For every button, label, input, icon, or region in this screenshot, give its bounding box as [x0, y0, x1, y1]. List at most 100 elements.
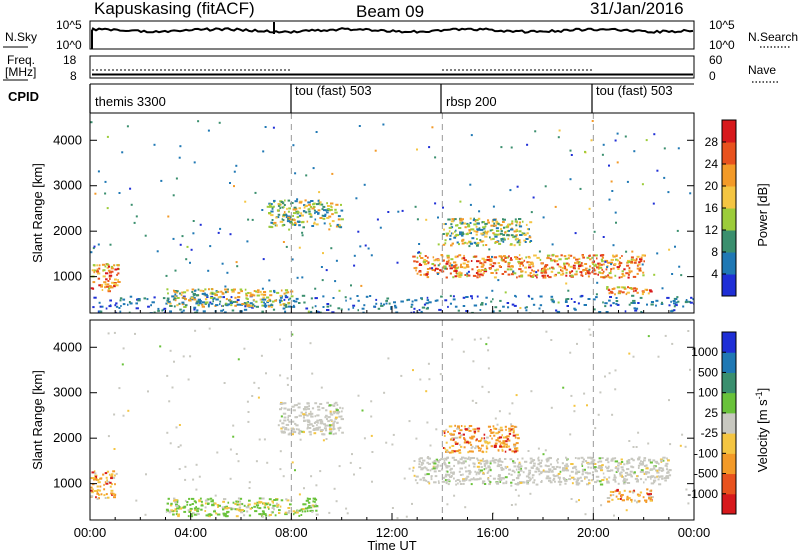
echo-cell: [320, 429, 324, 431]
echo-cell: [627, 261, 631, 263]
echo-cell: [244, 288, 247, 291]
colorbar-swatch: [722, 352, 736, 373]
echo-cell: [498, 464, 503, 467]
echo-cell: [591, 267, 594, 269]
echo-cell: [573, 478, 576, 481]
echo-cell: [182, 295, 186, 298]
echo-cell: [614, 490, 617, 493]
echo-cell: [513, 244, 516, 247]
echo-cell: [291, 461, 294, 464]
echo-cell: [621, 273, 624, 275]
echo-cell: [193, 294, 196, 297]
echo-cell: [114, 483, 116, 486]
echo-cell: [643, 465, 647, 467]
echo-cell: [188, 497, 191, 500]
echo-cell: [253, 305, 256, 308]
echo-cell: [630, 500, 633, 503]
echo-cell: [559, 480, 563, 483]
echo-cell: [481, 269, 484, 271]
echo-cell: [546, 475, 550, 478]
echo-cell: [527, 450, 530, 452]
echo-cell: [311, 407, 315, 410]
echo-cell: [98, 264, 101, 267]
echo-cell: [462, 433, 465, 436]
echo-cell: [340, 209, 344, 212]
echo-cell: [562, 267, 565, 270]
echo-cell: [612, 302, 615, 305]
echo-cell: [598, 271, 601, 274]
echo-cell: [114, 278, 117, 281]
echo-cell: [624, 471, 629, 474]
echo-cell: [182, 309, 185, 312]
echo-cell: [115, 302, 118, 305]
echo-cell: [455, 436, 459, 439]
echo-cell: [416, 256, 419, 259]
echo-cell: [306, 427, 309, 430]
echo-cell: [518, 243, 521, 246]
echo-cell: [282, 475, 285, 478]
echo-cell: [285, 303, 288, 306]
echo-cell: [491, 255, 493, 258]
echo-cell: [514, 488, 517, 491]
echo-cell: [215, 298, 219, 301]
echo-cell: [637, 464, 641, 467]
echo-cell: [486, 442, 490, 445]
echo-cell: [92, 287, 95, 290]
echo-cell: [460, 218, 463, 221]
echo-cell: [602, 270, 605, 273]
echo-cell: [479, 273, 483, 276]
echo-cell: [489, 229, 492, 232]
echo-cell: [186, 245, 189, 248]
echo-cell: [498, 477, 501, 480]
echo-cell: [204, 510, 207, 512]
colorbar-tick-label: 12: [705, 223, 719, 237]
echo-cell: [489, 267, 492, 270]
echo-cell: [639, 478, 643, 481]
x-tick-label: 00:00: [678, 525, 711, 540]
echo-cell: [204, 298, 208, 301]
echo-cell: [544, 271, 548, 274]
echo-cell: [526, 480, 530, 482]
echo-cell: [291, 218, 295, 221]
echo-cell: [113, 331, 116, 334]
echo-cell: [481, 221, 485, 223]
echo-cell: [301, 510, 304, 513]
echo-cell: [444, 299, 448, 302]
echo-cell: [604, 375, 606, 378]
freq-tick-bottom: 8: [70, 69, 77, 83]
echo-cell: [297, 402, 300, 405]
echo-cell: [449, 262, 452, 265]
echo-cell: [329, 208, 333, 211]
echo-cell: [422, 462, 425, 465]
echo-cell: [581, 460, 585, 463]
echo-cell: [267, 506, 270, 509]
echo-cell: [604, 302, 608, 305]
echo-cell: [622, 274, 626, 277]
echo-cell: [460, 445, 463, 448]
echo-cell: [462, 478, 466, 481]
echo-cell: [504, 465, 507, 468]
echo-cell: [292, 223, 295, 226]
echo-cell: [258, 438, 261, 441]
echo-cell: [171, 386, 174, 389]
echo-cell: [445, 262, 449, 265]
echo-cell: [544, 276, 547, 279]
echo-cell: [315, 509, 318, 512]
echo-cell: [601, 272, 604, 275]
echo-cell: [576, 477, 580, 480]
echo-cell: [473, 478, 477, 481]
echo-cell: [632, 290, 635, 293]
echo-cell: [359, 245, 362, 248]
echo-cell: [494, 235, 498, 238]
echo-cell: [433, 462, 437, 465]
echo-cell: [333, 420, 336, 423]
echo-cell: [471, 399, 474, 402]
echo-cell: [340, 308, 343, 311]
echo-cell: [451, 445, 455, 447]
echo-cell: [413, 460, 416, 462]
echo-cell: [617, 482, 620, 485]
echo-cell: [487, 425, 491, 428]
echo-cell: [502, 482, 505, 485]
echo-cell: [425, 467, 428, 470]
